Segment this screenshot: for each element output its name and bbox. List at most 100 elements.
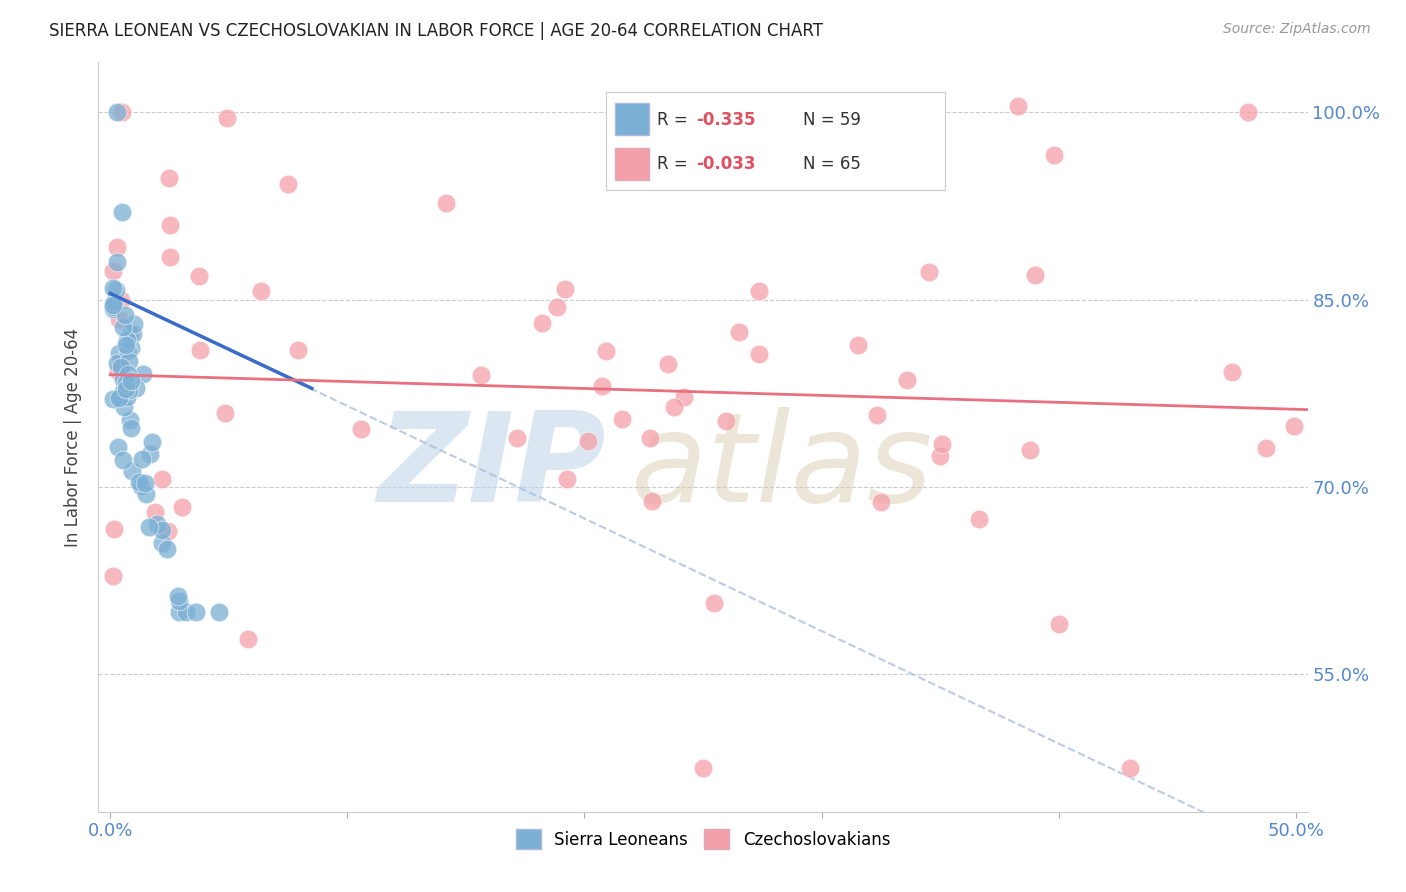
Point [139,447,162,461]
Point [159,218,181,232]
Point [128,475,150,490]
Text: atlas: atlas [630,407,932,527]
Point [118,354,141,368]
Point [929,449,952,463]
Point [117,390,139,404]
Point [101,301,124,316]
Point [101,569,124,583]
Point [110,359,132,374]
Point [101,392,124,407]
Point [184,605,207,619]
Point [120,374,142,388]
Point [214,406,236,420]
Point [131,452,153,467]
Point [104,283,127,297]
Point [108,391,131,405]
Point [918,265,941,279]
Text: Source: ZipAtlas.com: Source: ZipAtlas.com [1223,22,1371,37]
Point [111,205,134,219]
Point [129,479,152,493]
Point [714,414,737,428]
Point [105,356,128,370]
Text: ZIP: ZIP [378,407,606,527]
Point [506,431,529,445]
Point [107,311,129,326]
Point [112,372,135,386]
Point [673,390,696,404]
Legend: Sierra Leoneans, Czechoslovakians: Sierra Leoneans, Czechoslovakians [509,822,897,855]
Point [117,343,139,358]
Point [159,250,181,264]
Point [748,346,770,360]
Point [120,326,142,341]
Point [703,596,725,610]
Point [125,381,148,395]
Point [105,105,128,120]
Point [107,440,129,454]
Point [1119,761,1142,775]
Point [108,389,131,403]
Point [118,413,141,427]
Point [1024,268,1046,282]
Point [208,605,231,619]
Point [595,344,617,359]
Point [134,475,156,490]
Point [121,464,143,478]
Point [1043,148,1066,162]
Point [103,294,125,309]
Point [170,500,193,514]
Text: SIERRA LEONEAN VS CZECHOSLOVAKIAN IN LABOR FORCE | AGE 20-64 CORRELATION CHART: SIERRA LEONEAN VS CZECHOSLOVAKIAN IN LAB… [49,22,823,40]
Point [150,472,173,486]
Point [105,254,128,268]
Point [176,605,198,619]
Point [591,379,613,393]
Point [111,105,134,120]
Point [150,523,173,537]
Point [101,263,124,277]
Point [869,494,891,508]
Point [120,341,142,355]
Point [112,453,135,467]
Point [112,401,135,415]
Point [166,590,188,604]
Point [145,517,167,532]
Point [610,412,633,426]
Point [131,367,153,381]
Point [638,431,661,445]
Point [141,435,163,450]
Point [576,434,599,448]
Point [530,317,553,331]
Point [1007,99,1029,113]
Y-axis label: In Labor Force | Age 20-64: In Labor Force | Age 20-64 [65,327,83,547]
Point [554,282,576,296]
Point [117,333,139,347]
Point [1282,419,1305,434]
Point [866,409,889,423]
Point [105,240,128,254]
Point [124,318,146,332]
Point [108,346,131,360]
Point [118,383,141,397]
Point [107,364,129,378]
Point [692,761,714,775]
Point [641,494,664,508]
Point [103,522,125,536]
Point [657,358,679,372]
Point [546,300,568,314]
Point [167,605,190,619]
Point [1237,105,1260,120]
Point [101,281,124,295]
Point [101,300,124,314]
Point [931,437,953,451]
Point [287,343,309,358]
Point [111,320,134,334]
Point [250,284,273,298]
Point [1256,441,1278,455]
Point [138,520,160,534]
Point [896,373,918,387]
Point [967,512,990,526]
Point [846,338,869,352]
Point [152,536,174,550]
Point [120,420,142,434]
Point [112,382,135,396]
